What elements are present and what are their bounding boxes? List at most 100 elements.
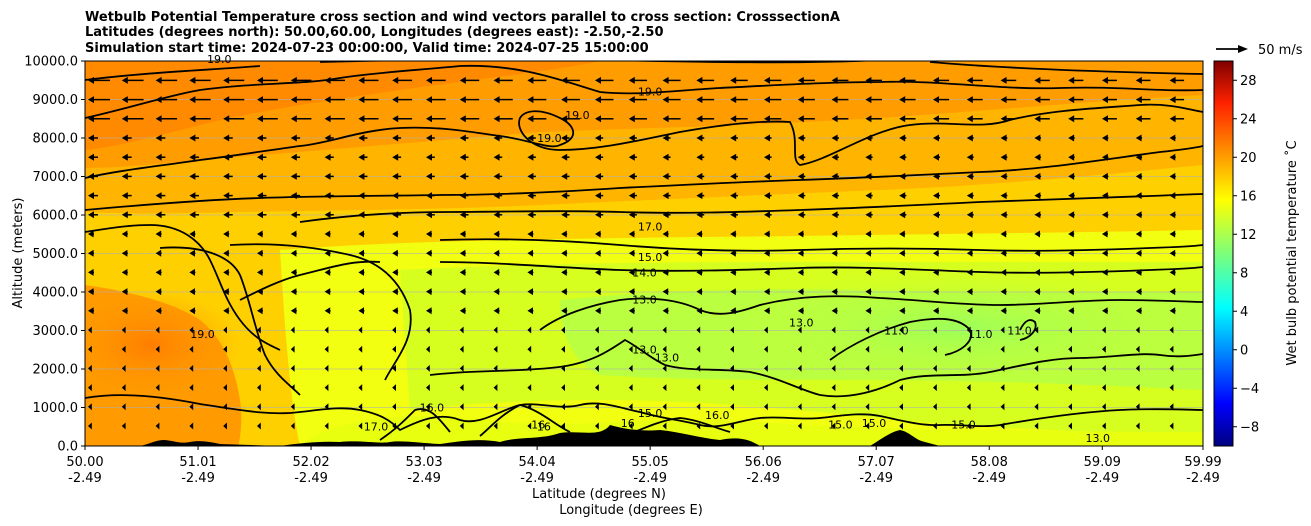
y-tick-label: 10000.0 bbox=[24, 55, 78, 70]
wind-vector bbox=[662, 403, 667, 411]
wind-vector bbox=[1034, 307, 1041, 315]
wind-vector bbox=[797, 403, 802, 411]
contour-label: 16.0 bbox=[705, 409, 730, 422]
wind-vector bbox=[561, 134, 570, 142]
wind-vectors bbox=[88, 76, 1209, 430]
wind-vector bbox=[392, 153, 402, 161]
wind-vector bbox=[1169, 403, 1174, 411]
wind-vector bbox=[189, 134, 200, 142]
wind-vector bbox=[730, 96, 748, 104]
wind-vector bbox=[764, 115, 782, 123]
wind-vector bbox=[1169, 134, 1176, 142]
wind-vector bbox=[426, 268, 432, 276]
wind-vector bbox=[933, 307, 939, 315]
wind-vector bbox=[392, 76, 413, 84]
wind-vector bbox=[324, 76, 345, 84]
wind-vector bbox=[1169, 422, 1174, 430]
wind-vector bbox=[257, 422, 261, 430]
wind-vector bbox=[730, 326, 734, 334]
wind-vector bbox=[88, 345, 92, 353]
wind-vector bbox=[1169, 96, 1185, 104]
wind-vector bbox=[527, 153, 536, 161]
wind-vector bbox=[1000, 268, 1007, 276]
wind-vector bbox=[121, 249, 128, 257]
wind-vector bbox=[831, 211, 839, 219]
wind-vector bbox=[764, 345, 768, 353]
contour-label: 14.0 bbox=[632, 267, 657, 280]
wind-vector bbox=[899, 211, 907, 219]
wind-vector bbox=[1135, 192, 1143, 200]
wind-vector bbox=[933, 96, 950, 104]
y-tick-label: 6000.0 bbox=[33, 209, 79, 224]
wind-vector bbox=[865, 115, 882, 123]
wind-vector bbox=[1203, 307, 1209, 314]
wind-vector bbox=[1068, 384, 1072, 392]
wind-vector bbox=[493, 115, 513, 123]
wind-vector bbox=[764, 96, 782, 104]
wind-vector bbox=[493, 172, 503, 180]
wind-vector bbox=[1068, 288, 1075, 296]
wind-vector bbox=[527, 115, 547, 123]
wind-vector bbox=[358, 403, 363, 411]
wind-vector bbox=[899, 288, 906, 296]
wind-vector bbox=[628, 268, 635, 276]
wind-vector bbox=[628, 230, 635, 238]
wind-vector bbox=[324, 384, 329, 392]
x-tick-label-lon: -2.49 bbox=[181, 471, 215, 486]
wind-vector bbox=[730, 384, 734, 392]
wind-vector bbox=[392, 326, 396, 334]
contour-label: 17.0 bbox=[364, 421, 389, 434]
wind-vector bbox=[831, 230, 838, 238]
wind-vector bbox=[730, 422, 734, 430]
wind-vector bbox=[1000, 288, 1007, 296]
wind-vector bbox=[1068, 211, 1075, 219]
contour-label: 11.0 bbox=[968, 328, 993, 341]
wind-vector bbox=[290, 134, 301, 142]
wind-vector bbox=[797, 345, 802, 353]
contour-label: 11.0 bbox=[1007, 324, 1032, 337]
wind-vector bbox=[257, 134, 267, 142]
wind-vector bbox=[88, 96, 110, 104]
wind-vector bbox=[290, 403, 295, 411]
wind-vector bbox=[493, 384, 498, 392]
wind-vector bbox=[88, 403, 92, 411]
colorbar-tick-label: 4 bbox=[1240, 305, 1248, 320]
wind-vector bbox=[899, 326, 903, 334]
contour-label: 13.0 bbox=[655, 351, 680, 364]
contour-label: 15.0 bbox=[638, 407, 663, 420]
wind-vector bbox=[797, 76, 815, 84]
wind-vector bbox=[696, 249, 703, 257]
wind-vector bbox=[392, 403, 396, 411]
x-axis-label-2: Longitude (degrees E) bbox=[559, 503, 703, 518]
wind-vector bbox=[290, 288, 297, 296]
wind-vector bbox=[561, 268, 568, 276]
wind-vector bbox=[865, 76, 882, 84]
wind-vector bbox=[493, 134, 503, 142]
wind-vector bbox=[797, 96, 815, 104]
wind-vector bbox=[1135, 345, 1140, 353]
wind-vector bbox=[797, 364, 802, 372]
wind-vector bbox=[358, 384, 363, 392]
wind-vector bbox=[595, 211, 604, 219]
wind-vector bbox=[257, 403, 261, 411]
wind-vector bbox=[290, 96, 312, 104]
wind-vector bbox=[121, 192, 132, 200]
wind-vector bbox=[189, 326, 194, 334]
wind-vector bbox=[459, 153, 469, 161]
wind-vector bbox=[696, 211, 705, 219]
wind-vector bbox=[933, 211, 940, 219]
wind-vector bbox=[358, 192, 368, 200]
wind-vector bbox=[966, 326, 971, 334]
wind-vector bbox=[1135, 326, 1140, 334]
wind-vector bbox=[358, 230, 365, 238]
wind-vector bbox=[561, 364, 565, 372]
wind-vector bbox=[189, 76, 211, 84]
wind-vector bbox=[1102, 134, 1109, 142]
wind-vector bbox=[1068, 76, 1084, 84]
x-tick-label-lon: -2.49 bbox=[407, 471, 441, 486]
wind-vector bbox=[426, 288, 432, 296]
wind-vector bbox=[831, 422, 836, 430]
wind-vector bbox=[426, 384, 430, 392]
wind-vector bbox=[1135, 76, 1151, 84]
wind-vector bbox=[1000, 192, 1008, 200]
